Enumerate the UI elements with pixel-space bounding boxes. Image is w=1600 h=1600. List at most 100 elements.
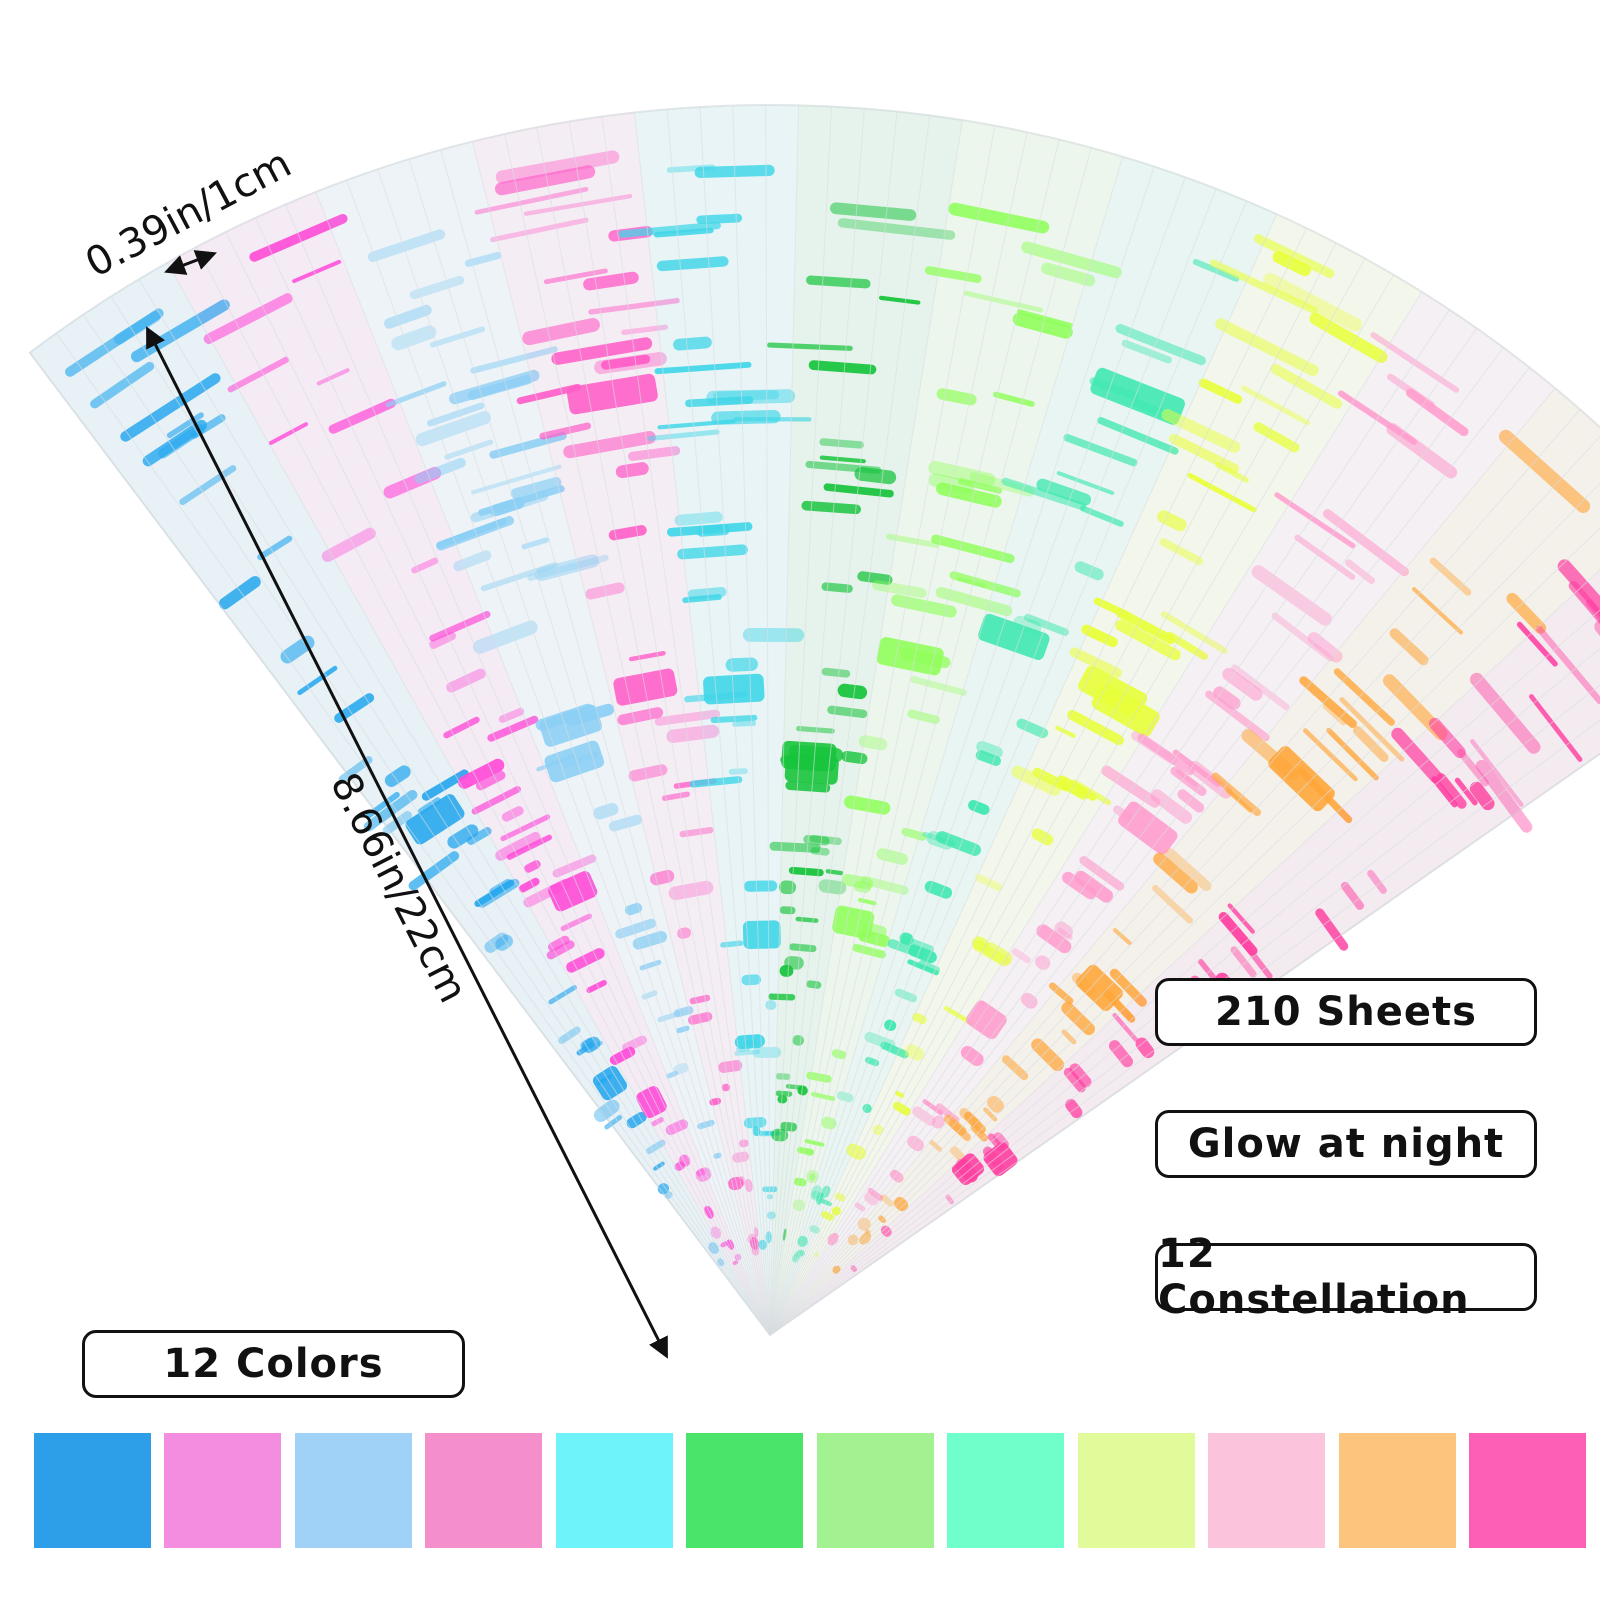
printed-pattern-mark [679,1154,691,1167]
printed-pattern-mark [1391,727,1443,784]
printed-pattern-mark [837,218,956,240]
printed-pattern-mark [1054,921,1073,939]
printed-pattern-mark [768,993,796,1001]
printed-pattern-mark [867,1187,884,1202]
printed-pattern-mark [1535,625,1600,704]
strip-edge-line [769,274,1395,1336]
printed-pattern-mark [788,866,824,877]
printed-pattern-mark [1213,686,1241,710]
printed-pattern-mark [945,1194,954,1205]
printed-pattern-mark [810,1190,824,1202]
printed-pattern-mark [1470,739,1524,807]
printed-pattern-mark [1164,848,1212,892]
strip-edge-line [769,328,1478,1336]
printed-pattern-mark [907,944,937,964]
printed-pattern-mark [713,390,780,401]
printed-pattern-mark [654,361,752,375]
printed-pattern-mark [935,831,981,856]
printed-highlight-block [1091,683,1160,737]
strip-edge-line [568,121,771,1336]
printed-pattern-mark [852,943,886,959]
printed-pattern-mark [1429,557,1472,596]
printed-pattern-mark [676,1025,690,1034]
printed-pattern-mark [494,165,596,196]
printed-pattern-mark [666,1070,679,1079]
printed-pattern-mark [656,256,729,272]
printed-highlight-block [1118,801,1178,855]
printed-pattern-mark [679,826,714,838]
printed-pattern-mark [1231,664,1290,711]
printed-pattern-mark [733,416,812,422]
printed-pattern-mark [1108,1040,1134,1068]
printed-pattern-mark [935,586,1013,617]
printed-pattern-mark [861,876,909,895]
printed-pattern-mark [876,848,908,865]
printed-pattern-mark [1302,728,1358,782]
printed-pattern-mark [878,295,921,305]
printed-pattern-mark [1431,776,1458,808]
printed-pattern-mark [803,834,830,846]
printed-pattern-mark [696,213,743,225]
printed-pattern-mark [1036,924,1072,954]
printed-pattern-mark [1109,968,1147,1007]
printed-pattern-mark [880,1041,909,1059]
printed-pattern-mark [831,1049,847,1060]
printed-pattern-mark [823,483,894,498]
printed-pattern-mark [943,1114,967,1136]
printed-highlight-block [951,1153,985,1186]
printed-pattern-mark [819,438,864,449]
printed-pattern-mark [1079,856,1125,891]
printed-pattern-mark [1469,672,1541,754]
printed-pattern-mark [956,576,987,588]
printed-pattern-mark [654,709,721,726]
printed-pattern-mark [588,297,680,315]
printed-pattern-mark [922,1099,944,1116]
printed-pattern-mark [993,391,1035,407]
strip-edge-line [699,106,771,1336]
printed-pattern-mark [1159,538,1204,565]
printed-pattern-mark [367,229,446,262]
paper-strip [770,105,963,1336]
color-swatch [1208,1433,1326,1548]
printed-pattern-mark [1074,870,1114,903]
printed-pattern-mark [1436,773,1467,809]
printed-pattern-mark [779,964,794,977]
printed-pattern-mark [969,472,1035,497]
printed-pattern-mark [1326,727,1379,781]
strip-edge-line [769,527,1600,1336]
strip-edge-line [666,109,771,1336]
strip-edge-line [769,125,996,1336]
printed-pattern-mark [666,724,720,743]
glow-feature-badge: Glow at night [1155,1110,1537,1178]
printed-pattern-mark [1272,251,1311,277]
printed-pattern-mark [1274,492,1356,549]
printed-pattern-mark [880,1225,892,1237]
printed-pattern-mark [1001,477,1087,511]
strip-edge-line [769,200,1248,1336]
printed-pattern-mark [1188,760,1233,799]
printed-highlight-block [832,905,875,939]
printed-pattern-mark [968,799,990,815]
printed-pattern-mark [960,1045,984,1067]
printed-pattern-mark [958,478,1003,494]
printed-pattern-mark [543,268,608,285]
strip-edge-line [769,482,1600,1336]
printed-pattern-mark [1020,992,1038,1009]
strip-edge-line [765,104,771,1336]
printed-pattern-mark [1192,258,1240,282]
printed-pattern-mark [1055,725,1076,738]
strip-edge-line [769,569,1600,1336]
printed-pattern-mark [1205,690,1270,742]
printed-pattern-mark [1069,782,1097,801]
printed-pattern-mark [1041,262,1096,287]
printed-pattern-mark [661,791,690,801]
printed-highlight-block [781,740,837,772]
printed-pattern-mark [1135,1037,1155,1059]
printed-pattern-mark [1161,408,1241,453]
printed-pattern-mark [732,720,757,727]
printed-pattern-mark [1115,608,1176,645]
printed-pattern-mark [857,571,893,585]
printed-pattern-mark [383,304,432,329]
printed-pattern-mark [1211,772,1262,817]
strip-edge-line [769,227,1308,1336]
